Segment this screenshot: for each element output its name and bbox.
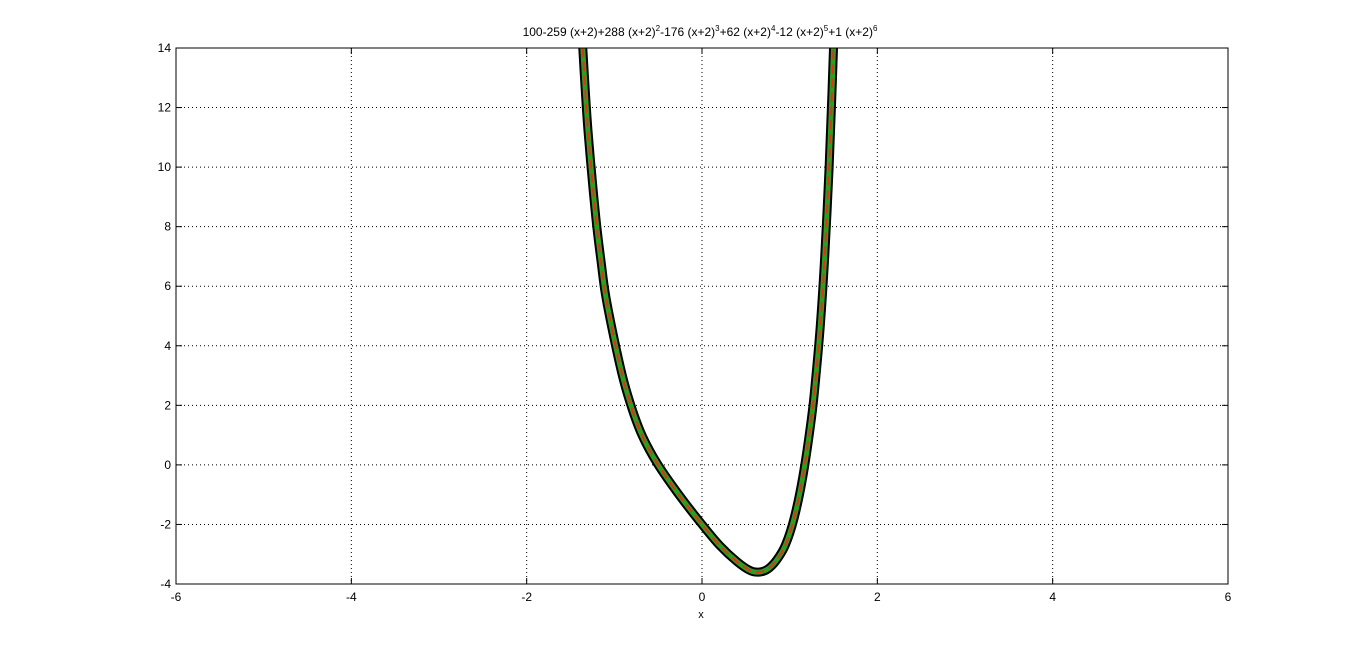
curve: [578, 48, 838, 577]
title-segment: -12 (x+2): [775, 25, 824, 39]
title-segment: -176 (x+2): [660, 25, 716, 39]
y-tick-label: -2: [160, 517, 171, 531]
axes-box: [175, 47, 1229, 585]
y-tick-label: 12: [158, 101, 172, 115]
x-tick-label: 0: [699, 590, 706, 604]
x-tick-label: -2: [521, 590, 532, 604]
x-axis-label: x: [698, 609, 704, 621]
x-tick-label: 6: [1225, 590, 1232, 604]
y-tick-label: -4: [160, 577, 171, 591]
series-line-inner: [581, 48, 835, 574]
y-tick-label: 0: [164, 458, 171, 472]
y-tick-label: 14: [158, 41, 172, 55]
title-exponent: 6: [872, 24, 878, 33]
title-exponent: 5: [823, 24, 829, 33]
title-segment: +62 (x+2): [719, 25, 771, 39]
title-exponent: 4: [770, 24, 776, 33]
x-tick-label: -4: [346, 590, 357, 604]
title-segment: +1 (x+2): [828, 25, 873, 39]
y-tick-label: 10: [158, 160, 172, 174]
x-tick-label: 4: [1049, 590, 1056, 604]
y-tick-label: 2: [164, 398, 171, 412]
y-tick-label: 8: [164, 220, 171, 234]
x-tick-label: 2: [874, 590, 881, 604]
title-exponent: 3: [715, 24, 720, 33]
y-tick-label: 6: [164, 279, 171, 293]
x-tick-label: -6: [171, 590, 182, 604]
title-segment: 100-259 (x+2)+288 (x+2): [522, 25, 656, 39]
chart-title: 100-259 (x+2)+288 (x+2)2-176 (x+2)3+62 (…: [200, 24, 1200, 39]
grid: [176, 48, 1228, 584]
title-exponent: 2: [655, 24, 661, 33]
y-tick-label: 4: [164, 339, 171, 353]
